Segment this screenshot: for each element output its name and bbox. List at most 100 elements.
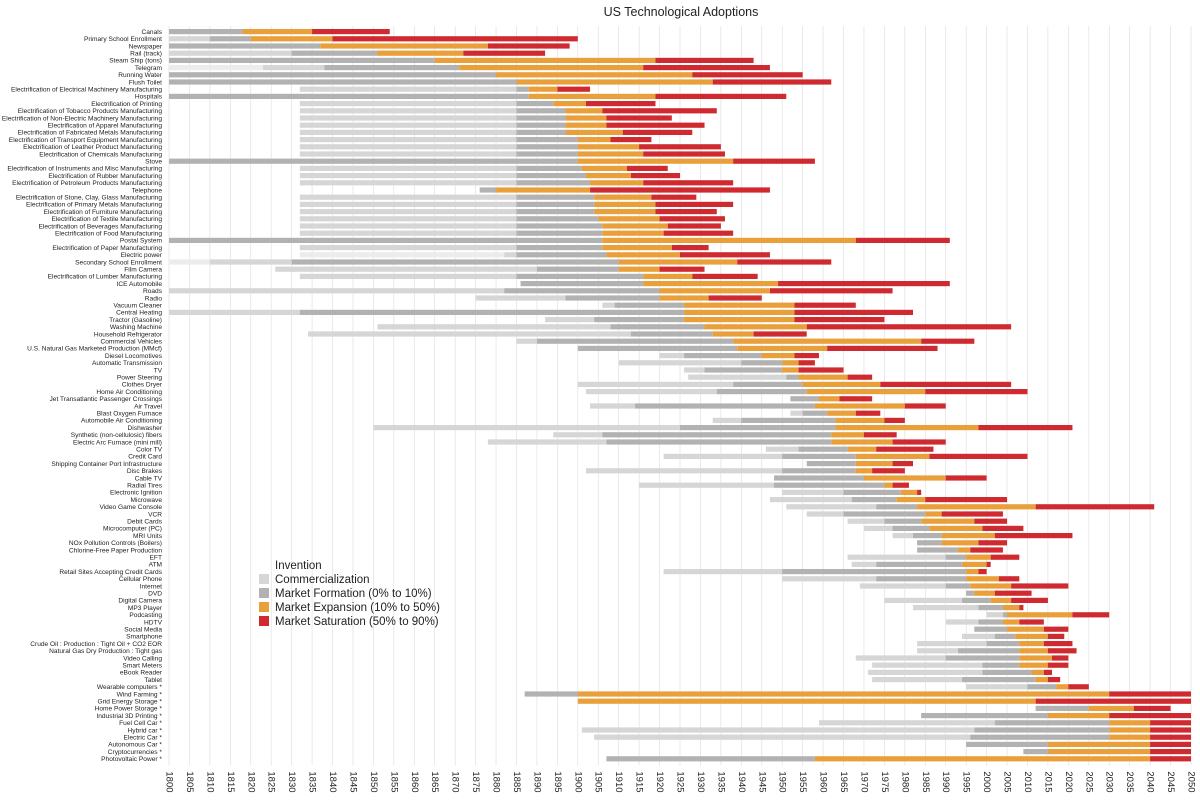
bar-segment-expansion bbox=[684, 309, 795, 315]
bar-segment-commercialization bbox=[806, 511, 844, 517]
row-bar bbox=[962, 633, 1065, 639]
row-bar bbox=[169, 29, 390, 35]
row-bar bbox=[299, 108, 717, 114]
bar-segment-expansion bbox=[835, 425, 979, 431]
row-bar bbox=[299, 115, 672, 121]
bar-segment-formation bbox=[1035, 705, 1089, 711]
bar-segment-saturation bbox=[994, 533, 1073, 539]
row-label: Electrification of Rubber Manufacturing bbox=[48, 173, 162, 180]
row-label: Photovoltaic Power * bbox=[101, 756, 162, 763]
row-label: Electrification of Furniture Manufacturi… bbox=[44, 209, 163, 216]
row-label: Social Media bbox=[124, 627, 162, 634]
bar-segment-formation bbox=[565, 295, 660, 301]
bar-segment-saturation bbox=[1068, 684, 1089, 690]
legend-swatch-commercialization bbox=[259, 574, 269, 584]
row-bar bbox=[966, 741, 1191, 747]
row-label: Electrification of Primary Metals Manufa… bbox=[26, 202, 162, 209]
bar-segment-commercialization bbox=[299, 137, 517, 143]
bar-segment-formation bbox=[291, 50, 378, 56]
bar-segment-saturation bbox=[798, 360, 815, 366]
row-bar bbox=[790, 410, 881, 416]
row-bar bbox=[169, 57, 754, 63]
bar-segment-saturation bbox=[1011, 583, 1069, 589]
legend-label-saturation: Market Saturation (50% to 90%) bbox=[275, 616, 439, 628]
bar-segment-commercialization bbox=[782, 576, 877, 582]
x-axis: 1800 1805 1810 1815 1820 1825 1830 1835 1840 1845… bbox=[163, 771, 1196, 792]
chart-title: US Technological Adoptions bbox=[604, 5, 759, 19]
bar-segment-formation bbox=[978, 605, 1003, 611]
bar-segment-formation bbox=[798, 446, 848, 452]
bar-segment-saturation bbox=[463, 50, 546, 56]
bar-segment-formation bbox=[516, 144, 578, 150]
x-tick-label: 2020 bbox=[1063, 771, 1074, 792]
row-bar bbox=[872, 662, 1069, 668]
row-bar bbox=[590, 403, 946, 409]
bar-segment-saturation bbox=[708, 295, 762, 301]
bar-segment-saturation bbox=[659, 266, 705, 272]
bar-segment-saturation bbox=[847, 374, 873, 380]
bar-segment-saturation bbox=[655, 93, 787, 99]
bar-segment-formation bbox=[774, 482, 885, 488]
x-tick-label: 1865 bbox=[429, 771, 440, 792]
row-label: Dishwasher bbox=[128, 425, 163, 432]
bar-segment-formation bbox=[516, 201, 595, 207]
bar-segment-commercialization bbox=[299, 216, 517, 222]
bar-segment-commercialization bbox=[299, 273, 517, 279]
row-label: Air Travel bbox=[134, 403, 162, 410]
bar-segment-commercialization bbox=[516, 338, 537, 344]
bar-segment-commercialization bbox=[966, 684, 1028, 690]
x-tick-label: 1835 bbox=[307, 771, 318, 792]
row-bar bbox=[774, 475, 987, 481]
x-tick-label: 1930 bbox=[695, 771, 706, 792]
bar-segment-formation bbox=[516, 230, 603, 236]
bar-segment-formation bbox=[876, 504, 918, 510]
bar-segment-commercialization bbox=[913, 605, 979, 611]
bar-segment-commercialization bbox=[945, 619, 979, 625]
bar-segment-expansion bbox=[684, 302, 795, 308]
bar-segment-expansion bbox=[855, 453, 930, 459]
bar-segment-expansion bbox=[1019, 648, 1048, 654]
row-label: Secondary School Enrollment bbox=[75, 259, 162, 266]
bar-segment-expansion bbox=[818, 396, 840, 402]
bar-segment-expansion bbox=[1047, 741, 1151, 747]
bar-segment-saturation bbox=[312, 29, 390, 35]
row-label: Electric Arc Furnace (mini mill) bbox=[73, 439, 162, 446]
row-label: Power Steering bbox=[117, 375, 162, 382]
row-bar bbox=[169, 43, 570, 49]
row-bar bbox=[299, 151, 725, 157]
bar-segment-commercialization bbox=[553, 432, 603, 438]
row-label: Washing Machine bbox=[110, 324, 162, 331]
bar-segment-expansion bbox=[602, 223, 668, 229]
bar-segment-commercialization bbox=[986, 612, 1003, 618]
row-bar bbox=[765, 446, 934, 452]
row-bar bbox=[855, 655, 1069, 661]
x-tick-label: 1955 bbox=[797, 771, 808, 792]
bar-segment-saturation bbox=[1133, 705, 1171, 711]
bar-segment-saturation bbox=[982, 525, 1024, 531]
bar-segment-commercialization bbox=[585, 389, 717, 395]
bar-segment-saturation bbox=[630, 173, 680, 179]
x-tick-label: 1965 bbox=[838, 771, 849, 792]
bar-segment-saturation bbox=[606, 115, 672, 121]
row-label: EFT bbox=[150, 555, 162, 562]
bar-segment-formation bbox=[986, 641, 1020, 647]
row-bar bbox=[847, 554, 1020, 560]
bar-segment-expansion bbox=[594, 194, 652, 200]
bar-segment-commercialization bbox=[299, 223, 517, 229]
bar-segment-commercialization bbox=[892, 533, 914, 539]
bar-segment-formation bbox=[892, 525, 930, 531]
bar-segment-saturation bbox=[974, 518, 1008, 524]
bar-segment-commercialization bbox=[917, 641, 987, 647]
row-bar bbox=[684, 367, 844, 373]
x-tick-label: 1995 bbox=[961, 771, 972, 792]
row-label: Electrification of Chemicals Manufacturi… bbox=[39, 151, 162, 158]
bar-segment-formation bbox=[1027, 684, 1057, 690]
row-label: Crude Oil : Production : Tight Oil + CO2… bbox=[30, 641, 162, 648]
bar-segment-saturation bbox=[1150, 749, 1191, 755]
bar-segment-commercialization bbox=[581, 727, 975, 733]
x-tick-label: 1905 bbox=[593, 771, 604, 792]
row-label: Electrification of Lumber Manufacturing bbox=[48, 274, 163, 281]
bar-segment-expansion bbox=[643, 273, 693, 279]
bar-segment-commercialization bbox=[863, 525, 893, 531]
bar-segment-commercialization bbox=[917, 648, 958, 654]
